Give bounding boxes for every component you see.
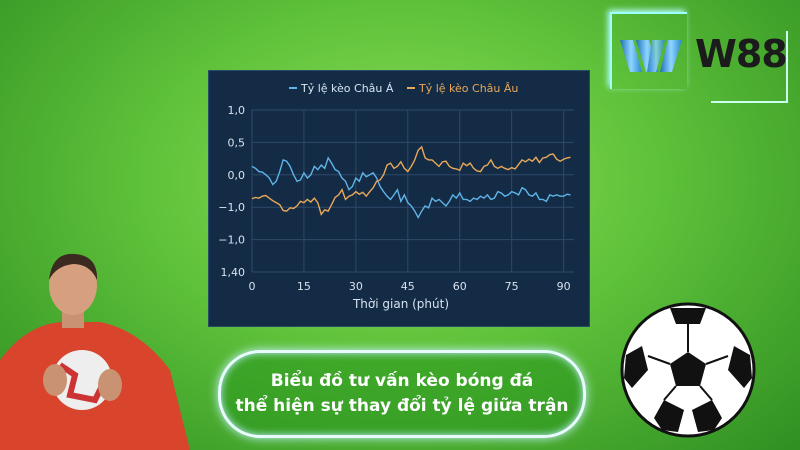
series-line-0 [251, 156, 571, 220]
football-player-image [0, 253, 190, 450]
x-tick-label: 60 [453, 280, 467, 293]
y-tick-label: 1,0 [228, 104, 246, 117]
x-axis-title: Thời gian (phút) [352, 297, 449, 311]
caption-line-2: thể hiện sự thay đổi tỷ lệ giữa trận [235, 396, 569, 416]
y-tick-label: −1,0 [218, 201, 245, 214]
line-chart: Tỷ lệ kèo Châu Á Tỷ lệ kèo Châu Âu 1,0 0,5… [218, 82, 574, 311]
y-tick-label: 0,0 [228, 169, 246, 182]
y-tick-label: 1,40 [221, 266, 246, 279]
y-tick-label: 0,5 [228, 136, 246, 149]
caption-banner: Biểu đồ tư vấn kèo bóng đá thể hiện sự t… [218, 350, 586, 438]
x-tick-label: 30 [349, 280, 363, 293]
chart-panel: Tỷ lệ kèo Châu Á Tỷ lệ kèo Châu Âu 1,0 0,5… [208, 70, 590, 327]
caption-line-1: Biểu đồ tư vấn kèo bóng đá [270, 371, 534, 391]
x-tick-label: 15 [297, 280, 311, 293]
series-line-1 [251, 145, 571, 216]
logo-frame-decoration [610, 12, 687, 89]
x-tick-label: 0 [249, 280, 256, 293]
brand-name: W88 [695, 32, 788, 76]
w88-logo: W88 [610, 10, 790, 103]
y-tick-label: −1,0 [218, 234, 245, 247]
x-tick-label: 90 [557, 280, 571, 293]
legend-label: Tỷ lệ kèo Châu Á [300, 82, 394, 95]
soccer-ball-image [620, 302, 756, 438]
legend-label: Tỷ lệ kèo Châu Âu [418, 82, 518, 95]
w88-mark-icon [620, 40, 682, 72]
logo-frame-decoration [711, 31, 788, 103]
x-tick-label: 45 [401, 280, 415, 293]
x-tick-label: 75 [505, 280, 519, 293]
